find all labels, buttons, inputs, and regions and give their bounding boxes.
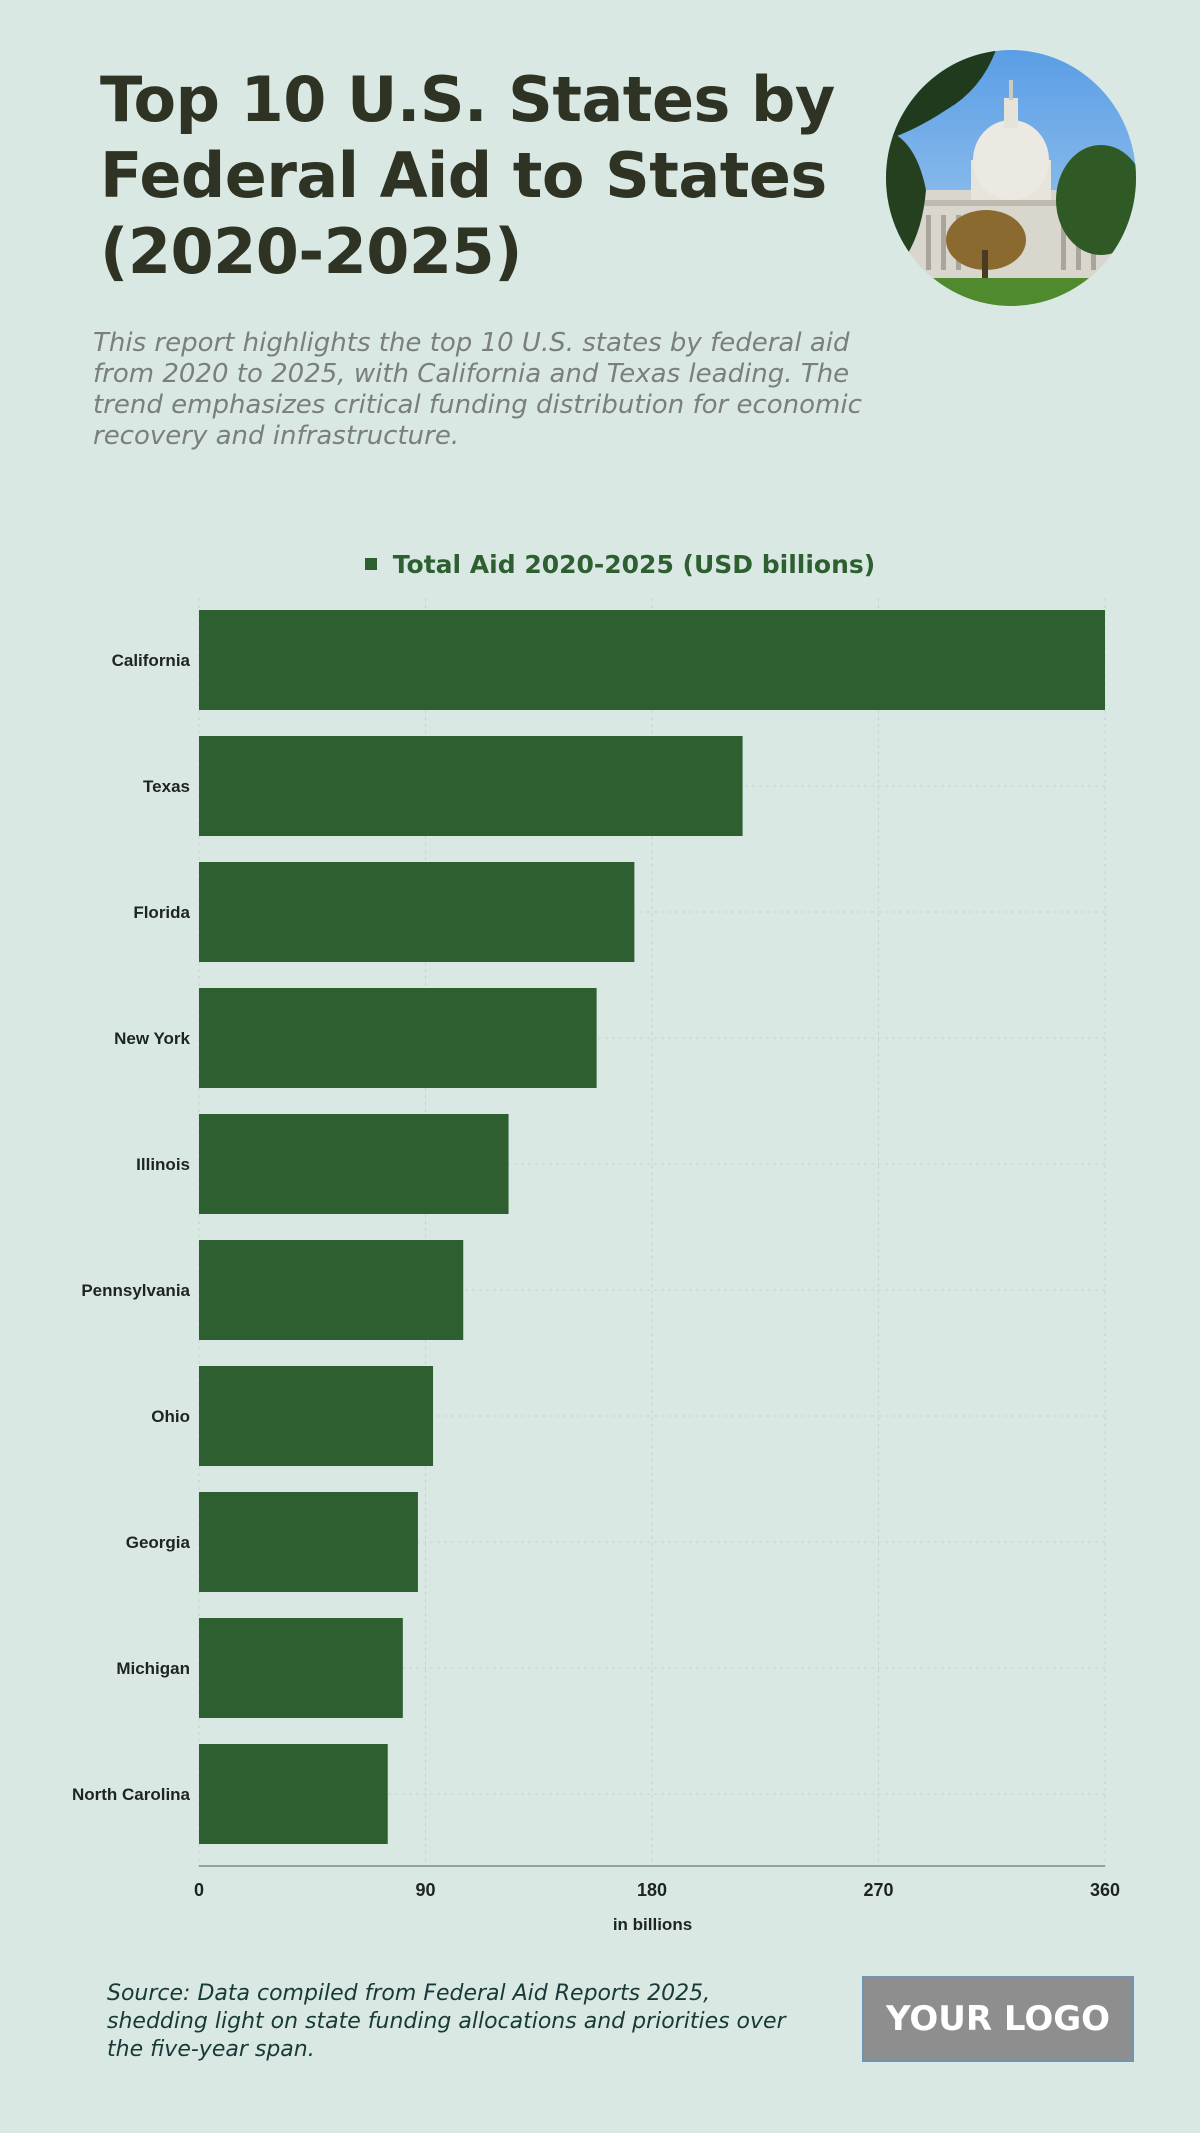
category-label: Michigan (116, 1659, 190, 1678)
bar-michigan (199, 1618, 403, 1718)
source-note: Source: Data compiled from Federal Aid R… (107, 1981, 786, 2062)
category-label: Illinois (136, 1155, 190, 1174)
bar-texas (199, 736, 743, 836)
x-tick-label: 270 (863, 1880, 893, 1900)
bar-chart: California Texas Florida New York Illinois Pe… (72, 598, 1120, 1900)
category-label: Pennsylvania (81, 1281, 190, 1300)
bar-california (199, 610, 1105, 710)
page-title: Top 10 U.S. States by Federal Aid to Sta… (100, 63, 835, 288)
bar-north-carolina (199, 1744, 388, 1844)
x-tick-label: 180 (637, 1880, 667, 1900)
x-tick-label: 0 (194, 1880, 204, 1900)
chart-legend: Total Aid 2020-2025 (USD billions) (0, 550, 1200, 579)
bar-ohio (199, 1366, 434, 1466)
page-subtitle: This report highlights the top 10 U.S. s… (93, 328, 862, 451)
category-label: Florida (133, 903, 190, 922)
bar-pennsylvania (199, 1240, 464, 1340)
bar-florida (199, 862, 635, 962)
x-axis-title: in billions (612, 1915, 693, 1934)
bar-georgia (199, 1492, 418, 1592)
x-tick-label: 360 (1090, 1880, 1120, 1900)
x-tick-label: 90 (415, 1880, 435, 1900)
category-label: Ohio (151, 1407, 190, 1426)
logo-placeholder: YOUR LOGO (862, 1976, 1134, 2062)
bar-new-york (199, 988, 597, 1088)
category-label: New York (114, 1029, 190, 1048)
category-label: Georgia (126, 1533, 191, 1552)
legend-label: Total Aid 2020-2025 (USD billions) (392, 550, 876, 579)
category-label: California (112, 651, 191, 670)
capitol-photo (886, 50, 1136, 306)
category-label: Texas (143, 777, 190, 796)
bar-illinois (199, 1114, 509, 1214)
capitol-image-icon (886, 50, 1136, 306)
category-label: North Carolina (72, 1785, 191, 1804)
legend-swatch (364, 558, 377, 570)
